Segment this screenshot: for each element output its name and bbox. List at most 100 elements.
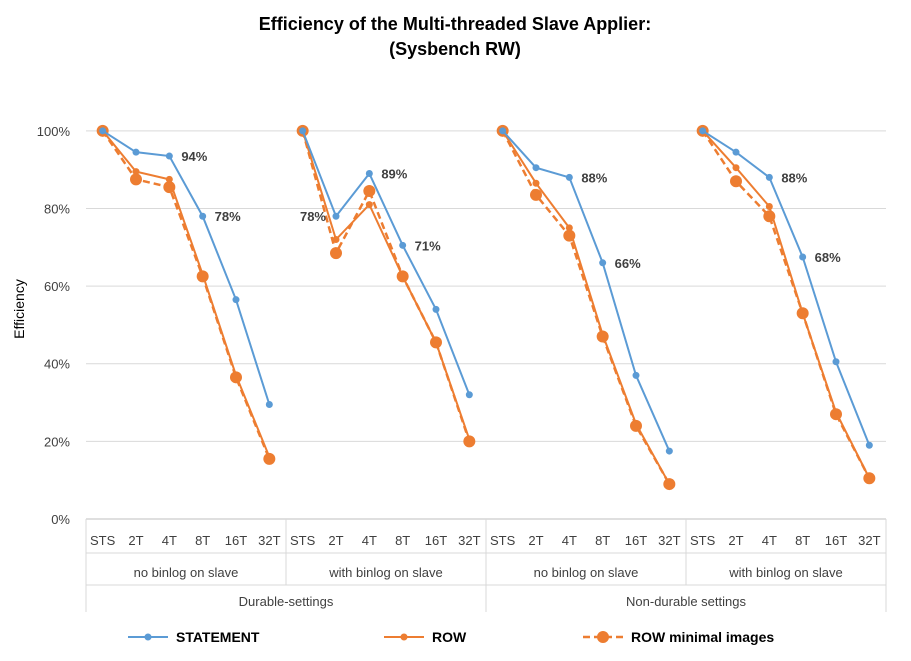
x-tick-label: 2T: [128, 533, 143, 548]
x-tick-label: 8T: [795, 533, 810, 548]
series-line: [101, 130, 271, 458]
legend-label: STATEMENT: [176, 629, 260, 645]
x-tick-label: 16T: [625, 533, 647, 548]
data-point: [599, 259, 607, 267]
data-point: [530, 188, 542, 201]
data-point: [199, 270, 207, 278]
series-line: [702, 129, 871, 446]
supergroup-label: Durable-settings: [239, 594, 334, 609]
data-point: [232, 371, 240, 379]
data-point: [765, 203, 773, 211]
data-point: [765, 173, 773, 181]
data-point: [465, 391, 473, 399]
series-line: [501, 130, 671, 452]
x-tick-label: 4T: [762, 533, 777, 548]
series-line: [301, 130, 471, 440]
series-line: [501, 130, 671, 485]
data-label: 88%: [781, 170, 807, 185]
data-point: [199, 212, 207, 220]
x-tick-label: 32T: [258, 533, 280, 548]
x-tick-label: 4T: [562, 533, 577, 548]
data-point: [732, 148, 740, 156]
chart-title: Efficiency of the Multi-threaded Slave A…: [259, 14, 651, 34]
data-point: [699, 127, 707, 135]
data-point: [799, 309, 807, 317]
series-line: [701, 130, 871, 479]
series-line: [701, 130, 871, 479]
series-lines: [96, 124, 876, 491]
data-point: [499, 127, 507, 135]
data-label: 66%: [615, 256, 641, 271]
data-point: [332, 236, 340, 244]
x-tick-label: STS: [290, 533, 316, 548]
data-label: 68%: [815, 250, 841, 265]
data-point: [632, 371, 640, 379]
legend-label: ROW: [432, 629, 467, 645]
legend-label: ROW minimal images: [631, 629, 774, 645]
data-point: [365, 170, 373, 178]
legend-marker: [144, 633, 152, 641]
data-point: [265, 453, 273, 461]
data-point: [130, 173, 142, 186]
x-tick-label: 4T: [362, 533, 377, 548]
data-point: [265, 400, 273, 408]
x-tick-label: 32T: [658, 533, 680, 548]
data-label: 89%: [381, 167, 407, 182]
data-point: [330, 247, 342, 260]
series-line: [301, 130, 471, 396]
data-point: [365, 201, 373, 209]
x-tick-label: 16T: [425, 533, 447, 548]
data-point: [399, 272, 407, 280]
data-annotations: 94% 78% 78% 89% 71% 88% 66% 88% 68%: [181, 149, 841, 271]
data-point: [532, 179, 540, 187]
data-label: 94%: [181, 149, 207, 164]
group-label: with binlog on slave: [328, 565, 442, 580]
x-tick-label: 8T: [395, 533, 410, 548]
x-tick-label: 4T: [162, 533, 177, 548]
data-point: [132, 148, 140, 156]
data-point: [732, 164, 740, 172]
legend-marker: [597, 631, 609, 643]
data-point: [599, 331, 607, 339]
y-axis-label: Efficiency: [11, 279, 27, 339]
data-point: [565, 173, 573, 181]
data-point: [399, 241, 407, 249]
series-line: [101, 130, 271, 460]
data-point: [432, 305, 440, 313]
x-tick-label: 32T: [858, 533, 880, 548]
y-tick-label: 60%: [44, 279, 70, 294]
x-tick-label: 2T: [528, 533, 543, 548]
data-point: [532, 164, 540, 172]
x-tick-label: 2T: [728, 533, 743, 548]
data-point: [132, 168, 140, 176]
x-tick-label: 32T: [458, 533, 480, 548]
data-point: [632, 420, 640, 428]
gridlines: 0% 20% 40% 60% 80% 100%: [37, 124, 886, 527]
x-tick-label: 8T: [595, 533, 610, 548]
data-label: 71%: [415, 238, 441, 253]
data-point: [832, 408, 840, 416]
data-label: 88%: [581, 170, 607, 185]
legend-marker: [400, 633, 408, 641]
x-tick-label: 16T: [825, 533, 847, 548]
data-point: [665, 447, 673, 455]
chart-subtitle: (Sysbench RW): [389, 39, 521, 59]
data-point: [865, 474, 873, 482]
data-point: [99, 127, 107, 135]
y-tick-label: 0%: [51, 512, 70, 527]
data-point: [432, 338, 440, 346]
y-tick-label: 40%: [44, 357, 70, 372]
y-tick-label: 100%: [37, 124, 71, 139]
data-point: [363, 184, 376, 197]
x-tick-label: STS: [690, 533, 716, 548]
group-label: no binlog on slave: [534, 565, 639, 580]
x-tick-label: STS: [90, 533, 116, 548]
group-label: no binlog on slave: [134, 565, 239, 580]
x-tick-label: 8T: [195, 533, 210, 548]
data-point: [299, 127, 307, 135]
group-label: with binlog on slave: [728, 565, 842, 580]
data-point: [465, 435, 473, 443]
data-point: [332, 212, 340, 220]
data-point: [165, 175, 173, 183]
